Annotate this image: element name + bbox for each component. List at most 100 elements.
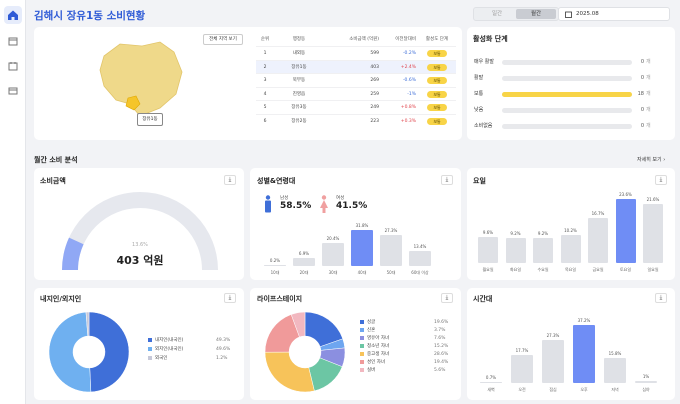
bar-label: 1% [642, 374, 650, 380]
legend-label: 외국인 [155, 356, 168, 361]
donut-slice[interactable] [88, 311, 130, 393]
bar[interactable] [604, 358, 626, 383]
time-card [467, 288, 675, 400]
download-icon[interactable]: ⤓ [441, 293, 453, 303]
x-tick-label: 금요일 [592, 267, 604, 272]
monthly-title: 월간 소비 분석 [34, 156, 78, 164]
cell-rank: 6 [263, 118, 267, 124]
bar[interactable] [409, 250, 431, 266]
activity-label: 소비없음 [474, 123, 493, 129]
donut-slice[interactable] [264, 351, 315, 393]
bar[interactable] [533, 238, 553, 263]
activity-track [502, 91, 632, 97]
male-label: 남성 [280, 196, 289, 201]
bar[interactable] [573, 325, 595, 383]
download-icon[interactable]: ⤓ [655, 175, 667, 185]
region-map[interactable] [90, 38, 190, 128]
activity-track [502, 123, 632, 129]
bar[interactable] [643, 204, 663, 263]
donut-slice[interactable] [85, 311, 90, 337]
bar[interactable] [322, 242, 344, 266]
cell-change: +0.3% [400, 118, 416, 124]
activity-label: 매우 활발 [474, 59, 494, 65]
date-picker[interactable]: 2025.08 [558, 7, 670, 21]
bar[interactable] [635, 381, 657, 383]
download-icon[interactable]: ⤓ [224, 175, 236, 185]
gender-age-title: 성별&연령대 [257, 177, 296, 185]
bar-label: 9.2% [510, 231, 521, 237]
table-row[interactable]: 6 장유2동 223 +0.3% 보통 [256, 113, 456, 127]
legend-swatch [148, 337, 152, 342]
download-icon[interactable]: ⤓ [655, 293, 667, 303]
activity-unit: 개 [646, 107, 651, 113]
cell-rank: 5 [263, 105, 267, 110]
level-badge: 보통 [427, 104, 447, 111]
activity-fill [502, 91, 632, 97]
legend-value: 19.4% [434, 360, 449, 365]
cell-change: +2.4% [400, 64, 416, 70]
activity-unit: 개 [646, 91, 651, 97]
male-value: 58.5% [280, 201, 312, 211]
bar[interactable] [505, 238, 526, 263]
download-icon[interactable]: ⤓ [224, 293, 236, 303]
x-tick-label: 토요일 [619, 267, 632, 272]
activity-row: 소비없음 0 개 [474, 121, 664, 133]
bar-label: 9.2% [537, 231, 549, 237]
level-badge: 보통 [427, 117, 447, 125]
spend-percent: 13.6% [132, 242, 148, 248]
home-icon[interactable] [4, 6, 22, 24]
legend-item: 신혼 3.7% [360, 326, 448, 335]
legend-value: 28.6% [434, 352, 449, 357]
activity-row: 보통 18 개 [474, 89, 664, 101]
table-row[interactable]: 4 진영읍 259 -1% 보통 [256, 86, 456, 100]
time-title: 시간대 [473, 295, 493, 303]
bar[interactable] [480, 381, 502, 383]
period-toggle: 일간 월간 [473, 7, 559, 21]
bar[interactable] [264, 265, 286, 266]
cell-dong: 장유1동 [291, 64, 307, 70]
download-icon[interactable]: ⤓ [441, 175, 453, 185]
bar[interactable] [588, 217, 608, 263]
donut-slice[interactable] [48, 311, 92, 393]
bar[interactable] [478, 236, 498, 263]
donut-slice[interactable] [290, 311, 306, 338]
bar[interactable] [560, 235, 581, 263]
bar[interactable] [511, 355, 533, 383]
male-icon [265, 195, 271, 213]
x-tick-label: 20대 [299, 270, 309, 275]
tab-monthly[interactable]: 월간 [516, 9, 556, 19]
bar-label: 10.2% [564, 228, 577, 234]
activity-label: 활발 [474, 75, 484, 81]
calendar-icon[interactable] [4, 57, 22, 75]
activity-card [467, 27, 675, 140]
activity-unit: 개 [646, 123, 651, 129]
legend-swatch [360, 359, 364, 364]
table-row[interactable]: 2 장유1동 403 +2.4% 보통 [256, 59, 456, 73]
bar[interactable] [351, 230, 373, 266]
legend-item: 중고생 자녀 28.6% [360, 350, 448, 359]
card-icon[interactable] [4, 82, 22, 100]
view-all-regions-button[interactable]: 전체 지역 보기 [203, 34, 243, 45]
legend-swatch [148, 346, 152, 351]
store-icon[interactable] [4, 32, 22, 50]
tab-daily[interactable]: 일간 [491, 11, 503, 17]
bar[interactable] [542, 340, 564, 383]
bar[interactable] [615, 199, 636, 263]
activity-value: 18 [637, 91, 644, 97]
legend-swatch [360, 319, 364, 324]
legend-label: 성인 자녀 [367, 360, 385, 365]
residence-title: 내지인/외지인 [40, 295, 82, 303]
lifestage-donut [264, 311, 346, 393]
cell-amount: 599 [370, 51, 379, 56]
legend-value: 1.2% [216, 356, 228, 361]
table-row[interactable]: 5 장유3동 249 +0.8% 보통 [256, 100, 456, 113]
table-row[interactable]: 3 북부동 269 -0.6% 보통 [256, 73, 456, 86]
x-tick-label: 오전 [518, 387, 526, 392]
table-row[interactable]: 1 내외동 599 -0.2% 보통 [256, 46, 456, 59]
lifestage-title: 라이프스테이지 [257, 295, 303, 303]
bar[interactable] [293, 258, 315, 266]
date-value: 2025.08 [576, 11, 599, 17]
bar[interactable] [380, 235, 402, 266]
bar-label: 21.6% [646, 197, 660, 203]
detail-link[interactable]: 자세히 보기 › [637, 156, 665, 163]
